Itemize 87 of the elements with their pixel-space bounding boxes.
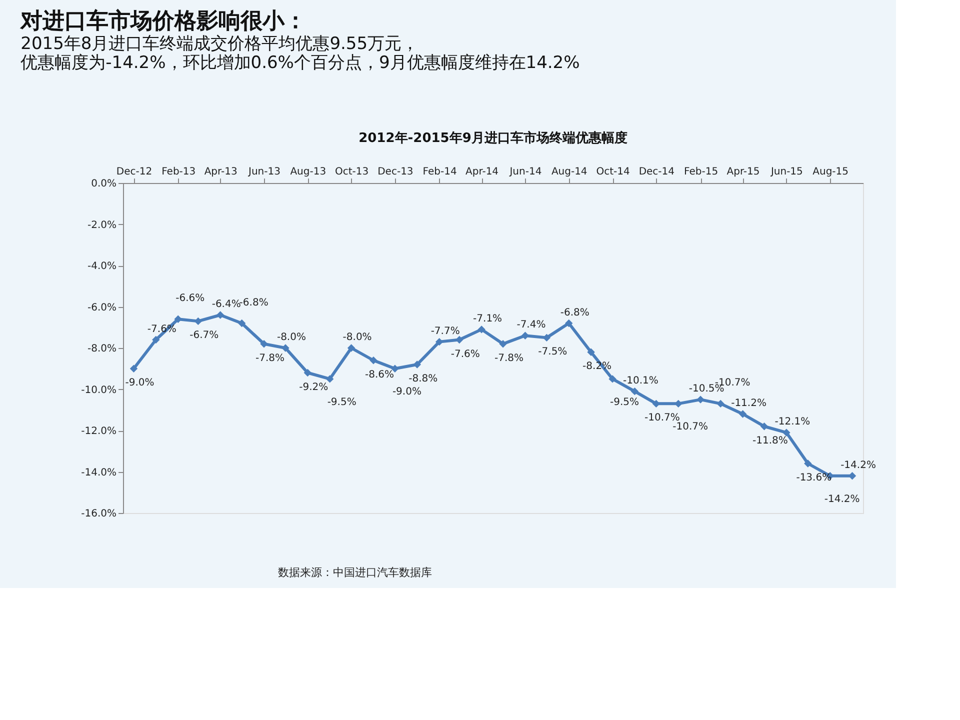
text: 2012年-2015年9月进口车市场终端优惠幅度 bbox=[358, 130, 628, 146]
data-label: -11.8% bbox=[752, 435, 788, 446]
point bbox=[130, 364, 138, 372]
point bbox=[804, 460, 812, 468]
x-tick-label: Oct-13 bbox=[334, 166, 369, 178]
data-label: -7.4% bbox=[516, 320, 546, 331]
x-tick-label: Jun-13 bbox=[248, 166, 280, 178]
data-label: -14.2% bbox=[840, 460, 876, 471]
data-label: -9.5% bbox=[610, 396, 640, 408]
y-tick-label: -16.0% bbox=[81, 508, 116, 520]
point bbox=[782, 428, 790, 436]
x-tick-label: Dec-12 bbox=[116, 166, 152, 178]
point bbox=[194, 317, 202, 326]
point bbox=[282, 344, 290, 352]
point bbox=[370, 356, 378, 364]
data-label: -7.6% bbox=[450, 348, 480, 360]
y-tick-label: -2.0% bbox=[87, 220, 116, 231]
data-label: -7.1% bbox=[473, 313, 502, 324]
point bbox=[630, 387, 639, 396]
data-label: -11.2% bbox=[731, 398, 766, 409]
data-label: -8.0% bbox=[342, 332, 372, 343]
point bbox=[587, 348, 595, 356]
y-tick-label: 0.0% bbox=[91, 178, 116, 190]
data-label: -7.7% bbox=[430, 326, 460, 337]
data-label: -8.0% bbox=[276, 332, 306, 343]
data-label: -8.6% bbox=[364, 369, 394, 380]
data-label: -7.5% bbox=[538, 346, 568, 358]
point bbox=[413, 360, 422, 368]
point bbox=[738, 410, 747, 418]
y-tick-label: -12.0% bbox=[81, 426, 116, 437]
data-label: -7.8% bbox=[494, 352, 524, 364]
point bbox=[304, 368, 312, 377]
x-tick-label: Apr-13 bbox=[204, 166, 238, 178]
point bbox=[478, 326, 486, 334]
x-tick-label: Apr-14 bbox=[466, 166, 499, 178]
y-tick-label: -6.0% bbox=[87, 302, 116, 314]
data-label: -9.0% bbox=[392, 386, 422, 398]
x-tick-label: Feb-13 bbox=[162, 166, 196, 178]
x-tick-label: Dec-14 bbox=[638, 166, 675, 178]
point bbox=[435, 338, 444, 346]
x-tick-label: Feb-15 bbox=[684, 166, 718, 178]
chart-title: 对进口车市场价格影响很小： bbox=[20, 8, 307, 34]
data-label: -9.0% bbox=[125, 378, 154, 389]
data-label: -14.2% bbox=[824, 494, 860, 505]
point bbox=[716, 400, 724, 408]
x-tick-label: Oct-14 bbox=[596, 166, 630, 178]
point bbox=[152, 336, 160, 344]
data-label: -12.1% bbox=[774, 416, 810, 428]
point bbox=[499, 340, 507, 348]
data-label: -10.5% bbox=[688, 384, 724, 395]
data-label: -6.4% bbox=[212, 299, 241, 310]
data-label: -10.1% bbox=[623, 375, 658, 386]
y-tick-label: -8.0% bbox=[87, 344, 116, 354]
y-tick-label: -4.0% bbox=[87, 261, 116, 272]
x-tick-label: Jun-15 bbox=[770, 166, 803, 178]
y-tick-label: -10.0% bbox=[81, 384, 116, 396]
point bbox=[216, 311, 224, 319]
point bbox=[608, 375, 616, 383]
point bbox=[238, 319, 246, 328]
data-label: -6.7% bbox=[190, 330, 219, 342]
point bbox=[174, 315, 182, 323]
data-label: -7.8% bbox=[255, 352, 284, 364]
x-tick-label: Apr-15 bbox=[726, 166, 760, 178]
data-label: -9.2% bbox=[299, 382, 328, 393]
data-label: -8.8% bbox=[408, 374, 438, 384]
point bbox=[564, 319, 573, 328]
data-label: -6.6% bbox=[176, 293, 205, 304]
point bbox=[260, 340, 268, 348]
point bbox=[326, 375, 334, 383]
point bbox=[347, 344, 356, 352]
x-tick-label: Feb-14 bbox=[422, 166, 457, 178]
data-label: -10.7% bbox=[672, 422, 708, 433]
data-label: -6.8% bbox=[560, 307, 590, 318]
data-label: -9.5% bbox=[327, 396, 356, 408]
point bbox=[542, 334, 551, 342]
y-tick-label: -14.0% bbox=[81, 467, 116, 478]
data-label: -6.8% bbox=[239, 297, 268, 308]
x-tick-label: Jun-14 bbox=[508, 166, 542, 178]
source-note: 数据来源：中国进口汽车数据库 bbox=[278, 566, 432, 579]
x-tick-label: Dec-13 bbox=[378, 166, 414, 178]
point bbox=[696, 396, 704, 404]
data-label: -13.6% bbox=[796, 472, 832, 484]
x-tick-label: Aug-13 bbox=[290, 166, 326, 178]
point bbox=[760, 422, 768, 430]
x-tick-label: Aug-14 bbox=[551, 166, 588, 178]
chart-subtitle: 2015年8月进口车终端成交价格平均优惠9.55万元，优惠幅度为-14.2%，环比增加0.6%个百分点，9月优惠幅度维持在14.2% bbox=[20, 34, 580, 73]
x-tick-label: Aug-15 bbox=[812, 166, 849, 178]
